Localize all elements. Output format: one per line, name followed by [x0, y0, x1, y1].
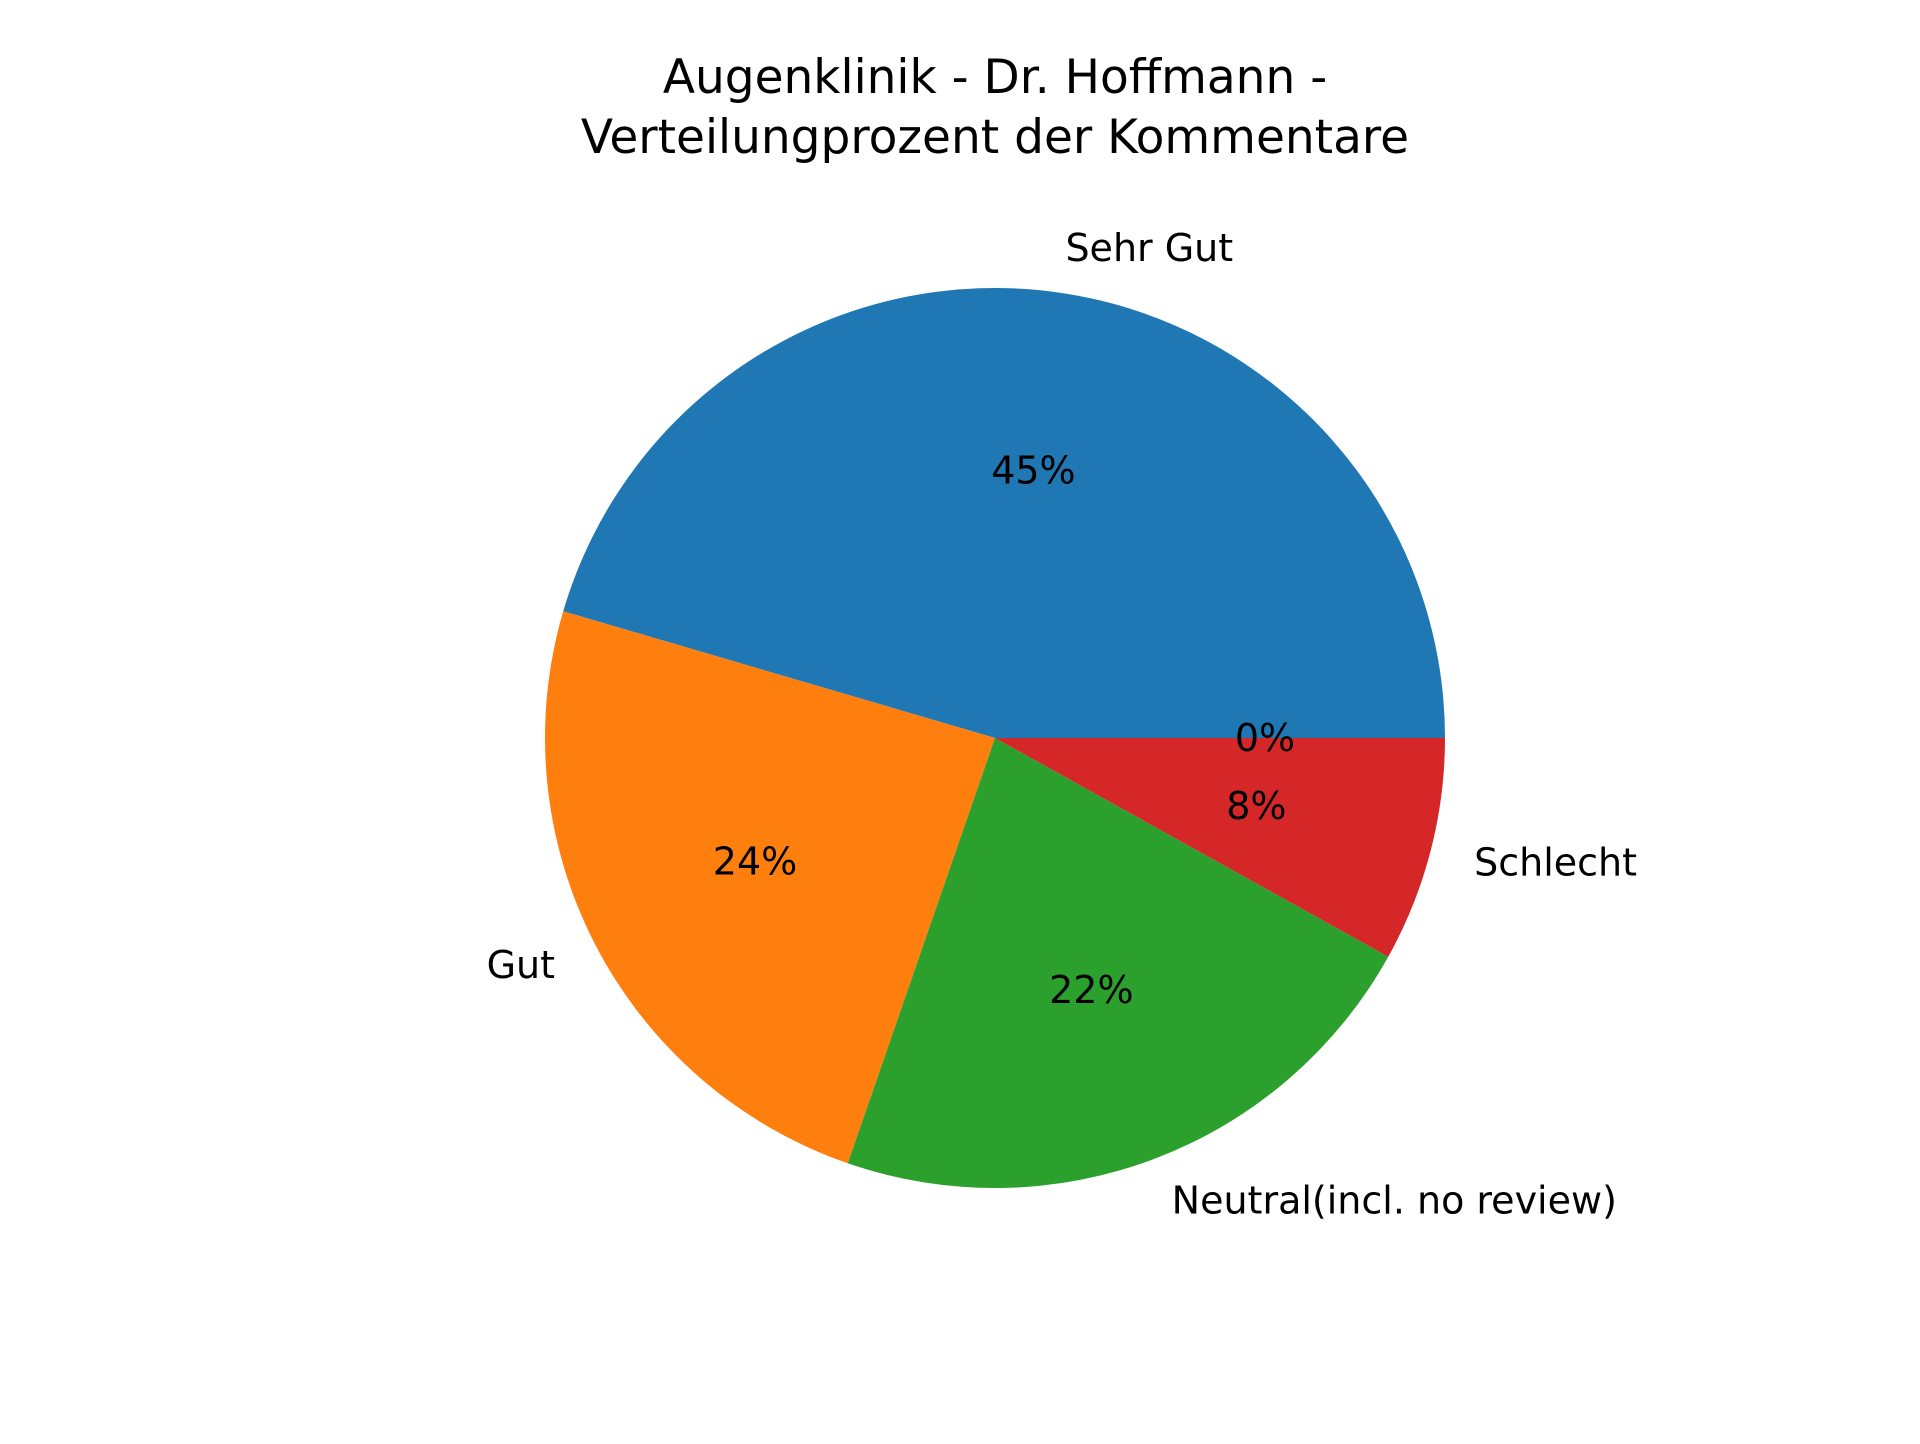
percent-label-sehr-gut: 45% — [991, 449, 1075, 493]
percent-label-unlabeled: 0% — [1235, 716, 1295, 760]
percent-label-schlecht: 8% — [1226, 784, 1286, 828]
percent-label-gut: 24% — [713, 840, 797, 884]
pie-labels: 45% Sehr Gut 24% Gut 22% Neutral(incl. no rev… — [487, 226, 1637, 1222]
pie-slices — [545, 287, 1445, 1188]
pie-slice-schlecht — [995, 738, 1445, 957]
category-label-sehr-gut: Sehr Gut — [1065, 226, 1233, 270]
pie-slice-neutral-incl-no-review — [847, 738, 1389, 1188]
category-label-neutral-incl-no-review: Neutral(incl. no review) — [1172, 1178, 1617, 1222]
chart-title: Augenklinik - Dr. Hoffmann - Verteilungp… — [580, 50, 1410, 165]
category-label-schlecht: Schlecht — [1474, 840, 1637, 884]
pie-slice-sehr-gut — [563, 287, 1445, 738]
percent-label-neutral-incl-no-review: 22% — [1049, 968, 1133, 1012]
pie-slice-gut — [545, 611, 995, 1164]
category-label-gut: Gut — [487, 943, 555, 987]
